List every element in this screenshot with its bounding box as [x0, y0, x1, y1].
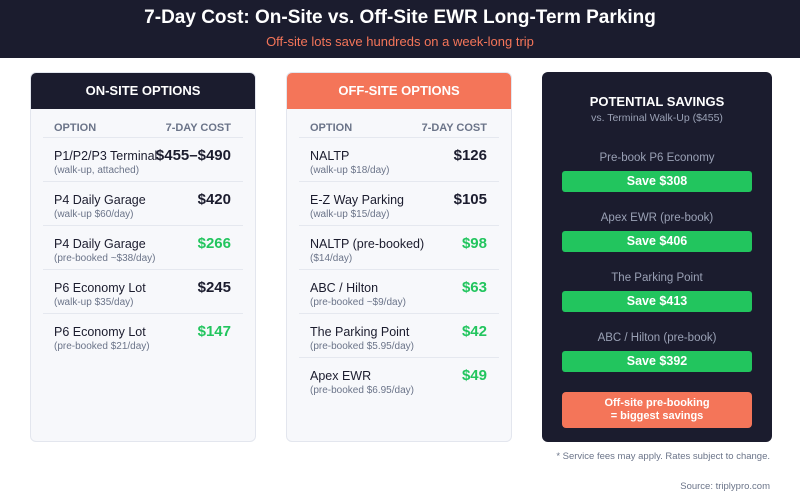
option-detail: (pre-booked $5.95/day): [310, 341, 414, 352]
option-detail: (walk-up $15/day): [310, 209, 390, 220]
offsite-panel: OFF-SITE OPTIONS OPTION 7-DAY COST NALTP…: [286, 72, 512, 442]
table-row: ABC / Hilton (pre-booked ~$9/day) $63: [299, 270, 499, 314]
option-detail: (pre-booked ~$38/day): [54, 253, 156, 264]
onsite-panel-title: ON-SITE OPTIONS: [31, 73, 255, 109]
savings-item-label: Apex EWR (pre-book): [600, 212, 714, 224]
table-row: P4 Daily Garage (walk-up $60/day) $420: [43, 182, 243, 226]
option-name: NALTP (pre-booked): [310, 237, 425, 251]
table-row: P1/P2/P3 Terminal (walk-up, attached) $4…: [43, 138, 243, 182]
table-row: The Parking Point (pre-booked $5.95/day)…: [299, 314, 499, 358]
table-row: NALTP (walk-up $18/day) $126: [299, 138, 499, 182]
option-detail: (pre-booked $21/day): [54, 341, 150, 352]
option-name: E-Z Way Parking: [310, 193, 405, 207]
table-row: E-Z Way Parking (walk-up $15/day) $105: [299, 182, 499, 226]
option-cost: $147: [197, 323, 231, 340]
option-name: NALTP: [310, 149, 350, 163]
option-cost: $126: [453, 147, 487, 164]
option-name: P4 Daily Garage: [54, 193, 146, 207]
option-detail: (walk-up $18/day): [310, 165, 390, 176]
table-row: NALTP (pre-booked) ($14/day) $98: [299, 226, 499, 270]
table-row: P4 Daily Garage (pre-booked ~$38/day) $2…: [43, 226, 243, 270]
savings-item: Pre-book P6 Economy Save $308: [562, 150, 752, 192]
page-subtitle: Off-site lots save hundreds on a week-lo…: [266, 34, 534, 49]
option-cost: $455–$490: [155, 147, 231, 164]
page-title: 7-Day Cost: On-Site vs. Off-Site EWR Lon…: [144, 7, 656, 28]
option-cost: $63: [461, 279, 487, 296]
disclaimer-note: * Service fees may apply. Rates subject …: [556, 451, 770, 462]
onsite-column-header: OPTION 7-DAY COST: [43, 109, 243, 138]
option-name: P6 Economy Lot: [54, 281, 146, 295]
table-row: P6 Economy Lot (pre-booked $21/day) $147: [43, 314, 243, 358]
savings-amount-bar: Save $308: [562, 171, 752, 192]
option-detail: (walk-up, attached): [54, 165, 140, 176]
savings-item-label: Pre-book P6 Economy: [599, 152, 715, 164]
savings-callout: Off-site pre-booking = biggest savings: [562, 392, 752, 428]
option-detail: (walk-up $60/day): [54, 209, 134, 220]
option-detail: (walk-up $35/day): [54, 297, 134, 308]
option-cost: $266: [197, 235, 231, 252]
column-option-label: OPTION: [310, 122, 353, 134]
option-name: ABC / Hilton: [310, 281, 379, 295]
option-cost: $42: [461, 323, 487, 340]
savings-item-label: ABC / Hilton (pre-book): [597, 332, 717, 344]
header-banner: 7-Day Cost: On-Site vs. Off-Site EWR Lon…: [0, 0, 800, 58]
option-name: The Parking Point: [310, 325, 410, 339]
option-cost: $105: [453, 191, 487, 208]
option-detail: (pre-booked ~$9/day): [310, 297, 406, 308]
savings-title: POTENTIAL SAVINGS: [589, 94, 725, 109]
source-credit: Source: triplypro.com: [680, 481, 770, 492]
table-row: Apex EWR (pre-booked $6.95/day) $49: [299, 358, 499, 402]
column-option-label: OPTION: [54, 122, 97, 134]
option-name: P4 Daily Garage: [54, 237, 146, 251]
option-detail: (pre-booked $6.95/day): [310, 385, 414, 396]
callout-line-2: = biggest savings: [610, 410, 704, 422]
option-cost: $49: [461, 367, 487, 384]
onsite-panel: ON-SITE OPTIONS OPTION 7-DAY COST P1/P2/…: [30, 72, 256, 442]
savings-item-label: The Parking Point: [611, 272, 703, 284]
savings-item: ABC / Hilton (pre-book) Save $392: [562, 330, 752, 372]
savings-amount-bar: Save $392: [562, 351, 752, 372]
option-name: P6 Economy Lot: [54, 325, 146, 339]
option-name: Apex EWR: [310, 369, 372, 383]
savings-item: Apex EWR (pre-book) Save $406: [562, 210, 752, 252]
column-cost-label: 7-DAY COST: [421, 122, 487, 134]
option-cost: $420: [197, 191, 231, 208]
column-cost-label: 7-DAY COST: [165, 122, 231, 134]
option-name: P1/P2/P3 Terminal: [54, 149, 158, 163]
table-row: P6 Economy Lot (walk-up $35/day) $245: [43, 270, 243, 314]
option-detail: ($14/day): [310, 253, 353, 264]
savings-item: The Parking Point Save $413: [562, 270, 752, 312]
option-cost: $245: [197, 279, 231, 296]
savings-panel: POTENTIAL SAVINGS vs. Terminal Walk-Up (…: [542, 72, 772, 442]
option-cost: $98: [461, 235, 487, 252]
savings-amount-bar: Save $413: [562, 291, 752, 312]
savings-subtitle: vs. Terminal Walk-Up ($455): [591, 112, 723, 124]
offsite-column-header: OPTION 7-DAY COST: [299, 109, 499, 138]
callout-line-1: Off-site pre-booking: [604, 397, 710, 409]
savings-amount-bar: Save $406: [562, 231, 752, 252]
offsite-panel-title: OFF-SITE OPTIONS: [287, 73, 511, 109]
